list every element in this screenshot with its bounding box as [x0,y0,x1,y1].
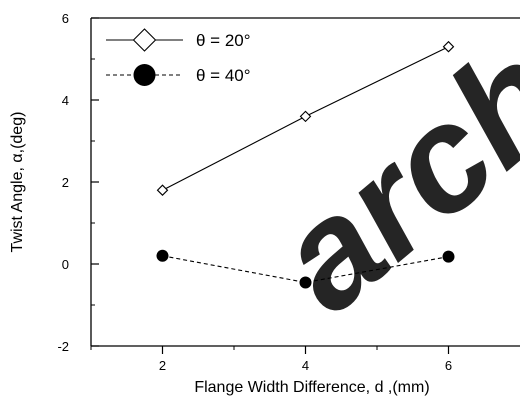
legend-label-1: θ = 20° [196,31,251,50]
x-tick-label: 4 [302,358,309,373]
y-tick-label: 0 [62,257,69,272]
y-tick-label: 2 [62,175,69,190]
watermark: archive [245,0,520,343]
axes: -2 0 2 4 6 2 4 6 [57,11,520,373]
series-1 [156,40,455,196]
series-2 [156,249,455,289]
series-1-point [299,110,312,123]
series-layer [156,40,455,289]
x-tick-label: 2 [159,358,166,373]
series-1-point [442,40,455,53]
legend-marker-2 [133,64,156,86]
series-1-point [156,184,169,196]
legend-marker-1 [132,28,157,52]
legend-label-2: θ = 40° [196,66,251,85]
y-tick-label: -2 [57,339,69,354]
series-2-point [442,250,455,263]
y-tick-label: 4 [62,93,69,108]
y-tick-label: 6 [62,11,69,26]
series-2-point [299,276,312,289]
x-tick-label: 6 [445,358,452,373]
y-axis-label: Twist Angle, α,(deg) [9,112,26,253]
x-axis-label: Flange Width Difference, d ,(mm) [194,379,429,396]
watermark-text: archive [245,0,520,343]
legend: θ = 20° θ = 40° [106,28,251,86]
series-2-point [156,249,169,262]
